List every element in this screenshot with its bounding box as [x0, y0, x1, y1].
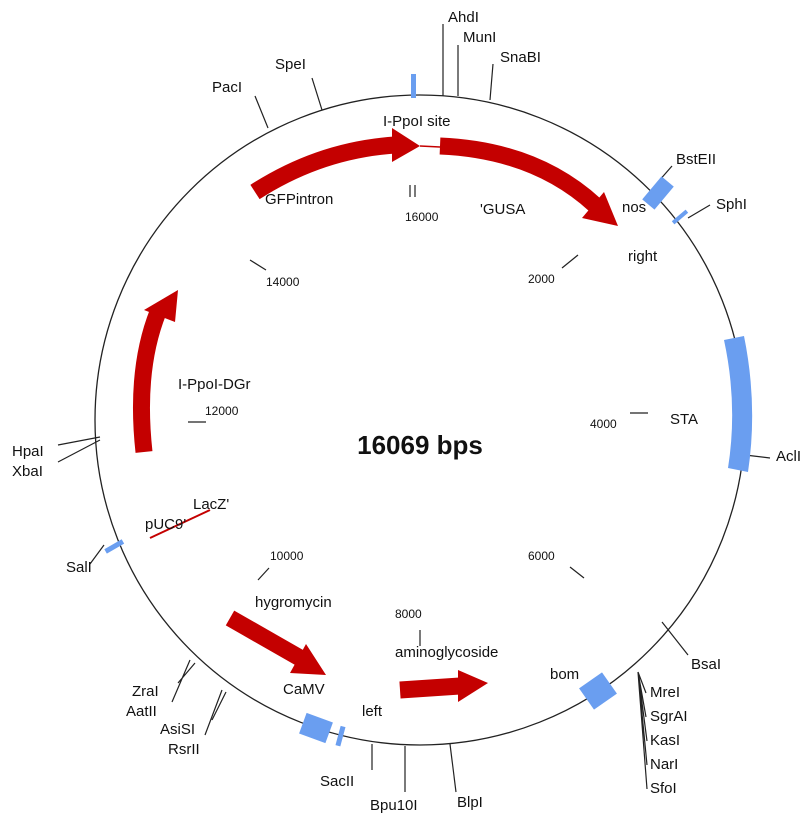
position-label: 2000 — [528, 272, 555, 286]
title: 16069 bps — [357, 430, 483, 460]
enzyme-label: SgrAI — [650, 708, 688, 725]
enzyme-label: BstEII — [676, 151, 716, 168]
enzyme-label: AclI — [776, 448, 801, 465]
enzyme-label: MreI — [650, 684, 680, 701]
feature-label: CaMV — [283, 681, 325, 698]
enzyme-label: AatII — [126, 703, 157, 720]
enzyme-label: SnaBI — [500, 49, 541, 66]
enzyme-label: XbaI — [12, 463, 43, 480]
feature-label: aminoglycoside — [395, 644, 498, 661]
position-label: 14000 — [266, 275, 300, 289]
feature-label: I-PpoI-DGr — [178, 376, 251, 393]
feature-label: LacZ' — [193, 496, 229, 513]
enzyme-label: SphI — [716, 196, 747, 213]
enzyme-leads — [57, 24, 771, 793]
enzyme-label: BsaI — [691, 656, 721, 673]
feature-label: left — [362, 703, 383, 720]
features-red — [133, 128, 618, 702]
position-label: 16000 — [405, 210, 439, 224]
feature-label: bom — [550, 666, 579, 683]
features-blue — [104, 74, 753, 747]
enzyme-label: AsiSI — [160, 721, 195, 738]
feature-label: STA — [670, 411, 698, 428]
feature-label: GFPintron — [265, 191, 333, 208]
enzyme-label: KasI — [650, 732, 680, 749]
feature-label: I-PpoI site — [383, 113, 451, 130]
enzyme-label: MunI — [463, 29, 496, 46]
enzyme-label: Bpu10I — [370, 797, 418, 814]
position-label: 6000 — [528, 549, 555, 563]
position-label: 12000 — [205, 404, 239, 418]
enzyme-label: SpeI — [275, 56, 306, 73]
position-label: 4000 — [590, 417, 617, 431]
enzyme-label: HpaI — [12, 443, 44, 460]
feature-label: nos — [622, 199, 646, 216]
feature-label: 'GUSA — [480, 201, 525, 218]
enzyme-label: BlpI — [457, 794, 483, 811]
enzyme-label: NarI — [650, 756, 678, 773]
enzyme-label: SalI — [66, 559, 92, 576]
position-label: 8000 — [395, 607, 422, 621]
enzyme-label: RsrII — [168, 741, 200, 758]
feature-label: hygromycin — [255, 594, 332, 611]
position-ticks — [188, 185, 648, 646]
enzyme-label: AhdI — [448, 9, 479, 26]
position-label: 10000 — [270, 549, 304, 563]
enzyme-label: SfoI — [650, 780, 677, 797]
feature-label: right — [628, 248, 658, 265]
feature-label: pUC9' — [145, 516, 186, 533]
enzyme-label: ZraI — [132, 683, 159, 700]
enzyme-label: PacI — [212, 79, 242, 96]
enzyme-label: SacII — [320, 773, 354, 790]
